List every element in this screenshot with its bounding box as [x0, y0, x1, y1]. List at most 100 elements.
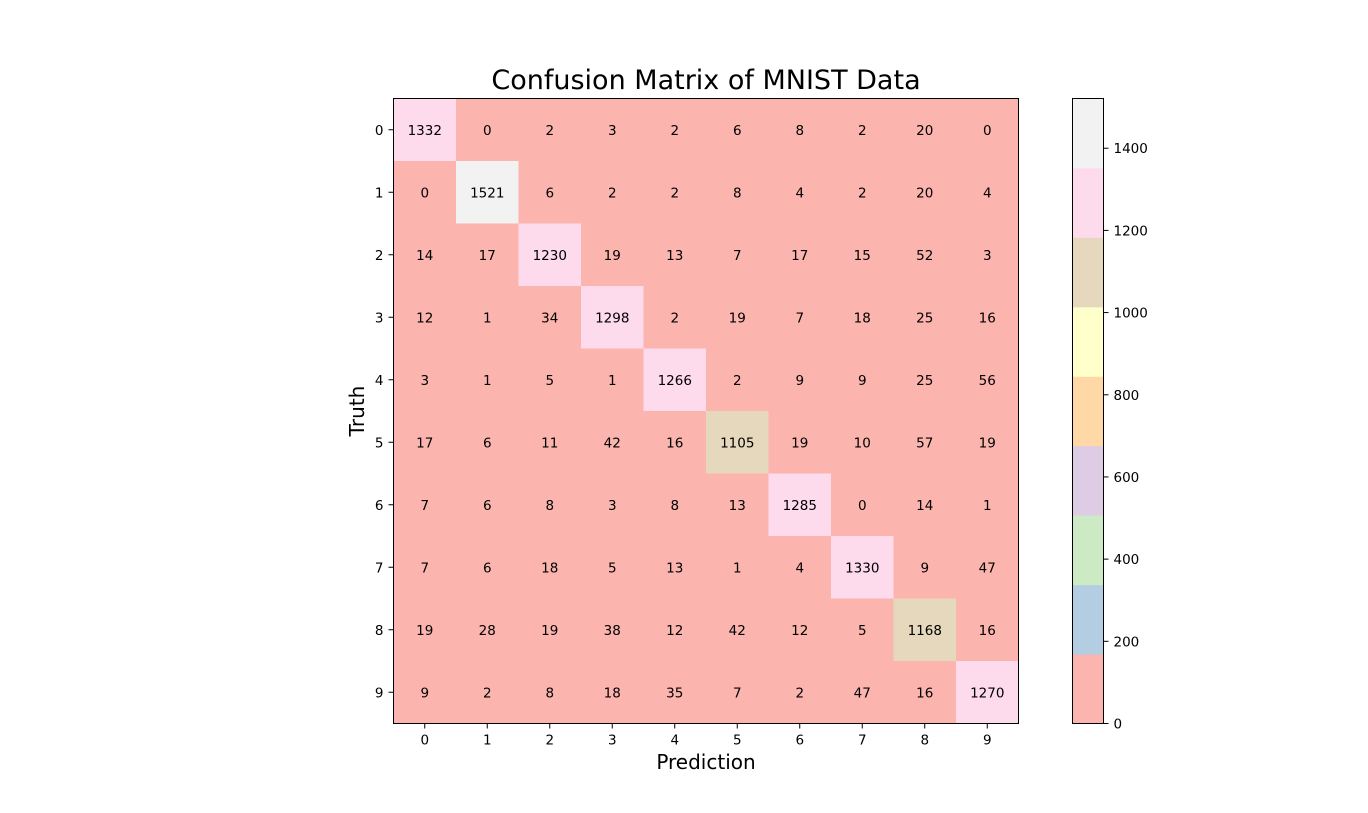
- cell-value-label: 5: [858, 623, 867, 639]
- heatmap-cell: [893, 411, 957, 474]
- cell-value-label: 25: [916, 310, 933, 326]
- cell-value-label: 16: [979, 623, 996, 639]
- x-tick-label: 6: [795, 733, 804, 749]
- heatmap-cell: [518, 661, 582, 724]
- heatmap-cell: [456, 223, 519, 287]
- cell-value-label: 8: [795, 123, 804, 139]
- cell-value-label: 8: [670, 498, 679, 514]
- heatmap-cell: [831, 161, 894, 224]
- cell-value-label: 7: [420, 498, 429, 514]
- cell-value-label: 6: [483, 435, 492, 451]
- cell-value-label: 2: [608, 185, 617, 201]
- heatmap-cell: [393, 473, 457, 537]
- colorbar-tick-label: 1000: [1114, 306, 1148, 322]
- heatmap-cell: [581, 161, 644, 224]
- cell-value-label: 20: [916, 185, 933, 201]
- cell-value-label: 3: [420, 373, 429, 389]
- heatmap-cell: [643, 161, 707, 224]
- heatmap-cell: [706, 598, 769, 662]
- colorbar-tick-label: 0: [1114, 717, 1123, 733]
- cell-value-label: 2: [545, 123, 554, 139]
- heatmap-cell: [706, 473, 769, 537]
- cell-value-label: 18: [541, 560, 558, 576]
- heatmap-cell: [956, 411, 1019, 474]
- cell-value-label: 4: [983, 185, 992, 201]
- heatmap-cell: [393, 98, 457, 162]
- cell-value-label: 7: [733, 248, 742, 264]
- heatmap-cell: [518, 411, 582, 474]
- cell-value-label: 1: [608, 373, 617, 389]
- cell-value-label: 1230: [533, 248, 567, 264]
- heatmap-cell: [643, 223, 707, 287]
- cell-value-label: 42: [729, 623, 746, 639]
- heatmap-cell: [893, 98, 957, 162]
- heatmap-cell: [456, 98, 519, 162]
- heatmap-cell: [393, 223, 457, 287]
- heatmap-cell: [768, 661, 832, 724]
- heatmap-cell: [643, 98, 707, 162]
- cell-value-label: 4: [795, 185, 804, 201]
- heatmap-cell: [643, 661, 707, 724]
- cell-value-label: 8: [733, 185, 742, 201]
- cell-value-label: 9: [795, 373, 804, 389]
- heatmap-cell: [706, 536, 769, 599]
- cell-value-label: 14: [416, 248, 433, 264]
- heatmap-cell: [393, 286, 457, 349]
- heatmap-cell: [518, 536, 582, 599]
- heatmap-cell: [456, 348, 519, 412]
- heatmap-cell: [706, 286, 769, 349]
- colorbar-segment: [1072, 167, 1104, 238]
- heatmap-cell: [393, 598, 457, 662]
- cell-value-label: 2: [670, 123, 679, 139]
- cell-value-label: 2: [795, 685, 804, 701]
- cell-value-label: 16: [916, 685, 933, 701]
- heatmap-cell: [768, 98, 832, 162]
- heatmap-cell: [768, 348, 832, 412]
- heatmap-cell: [831, 286, 894, 349]
- heatmap-cell: [706, 161, 769, 224]
- cell-value-label: 18: [604, 685, 621, 701]
- cell-value-label: 16: [666, 435, 683, 451]
- heatmap-cell: [893, 223, 957, 287]
- colorbar-segment: [1072, 584, 1104, 655]
- cell-value-label: 3: [608, 498, 617, 514]
- x-tick-label: 4: [670, 733, 679, 749]
- y-tick-label: 6: [375, 498, 384, 514]
- cell-value-label: 56: [979, 373, 996, 389]
- cell-value-label: 0: [420, 185, 429, 201]
- heatmap-cell: [643, 411, 707, 474]
- cell-value-label: 7: [733, 685, 742, 701]
- y-tick-label: 8: [375, 623, 384, 639]
- heatmap-cell: [831, 661, 894, 724]
- heatmap-cell: [768, 286, 832, 349]
- heatmap-cell: [893, 286, 957, 349]
- cell-value-label: 35: [666, 685, 683, 701]
- heatmap-cell: [518, 598, 582, 662]
- heatmap-cell: [893, 536, 957, 599]
- cell-value-label: 19: [729, 310, 746, 326]
- x-tick-label: 0: [420, 733, 429, 749]
- cell-value-label: 19: [791, 435, 808, 451]
- heatmap-cell-labels: 1332 0 2 3 2 6 8 2 20 00 1521 6 2 2 8 4 2 20 414 17 1230 19 13…: [408, 123, 1005, 702]
- heatmap-cell: [581, 348, 644, 412]
- heatmap-cell: [393, 661, 457, 724]
- x-tick-label: 7: [858, 733, 867, 749]
- cell-value-label: 25: [916, 373, 933, 389]
- heatmap-cell: [643, 286, 707, 349]
- cell-value-label: 10: [854, 435, 871, 451]
- cell-value-label: 38: [604, 623, 621, 639]
- cell-value-label: 2: [733, 373, 742, 389]
- cell-value-label: 6: [483, 560, 492, 576]
- cell-value-label: 9: [858, 373, 867, 389]
- heatmap-cell: [956, 348, 1019, 412]
- heatmap-cell: [706, 411, 769, 474]
- chart-title: Confusion Matrix of MNIST Data: [491, 65, 920, 96]
- y-tick-label: 4: [375, 373, 384, 389]
- x-tick-label: 8: [920, 733, 929, 749]
- heatmap-cell: [831, 536, 894, 599]
- y-tick-label: 0: [375, 123, 384, 139]
- cell-value-label: 1105: [720, 435, 754, 451]
- cell-value-label: 17: [479, 248, 496, 264]
- y-tick-label: 2: [375, 248, 384, 264]
- cell-value-label: 1: [983, 498, 992, 514]
